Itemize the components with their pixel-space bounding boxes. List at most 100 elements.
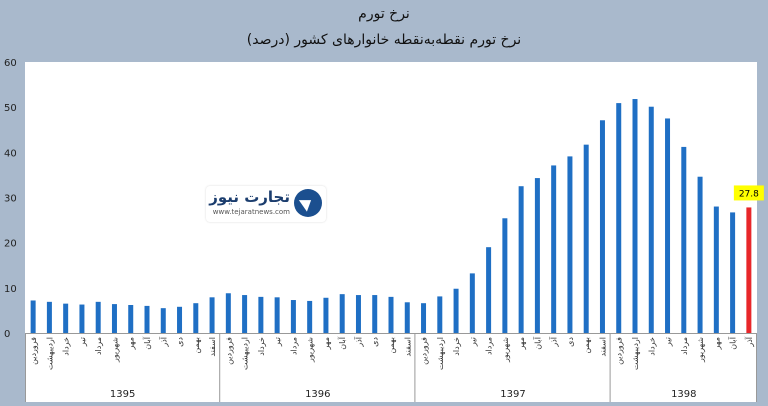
x-tick-label: خرداد [62, 337, 71, 356]
x-tick-label: آبان [728, 336, 738, 350]
year-group-label: 1398 [671, 389, 696, 400]
highlight-data-label: 27.8 [739, 189, 759, 199]
bar [421, 303, 427, 333]
x-tick-label: مهر [517, 337, 526, 350]
x-tick-label: فروردین [224, 337, 233, 365]
x-tick-label: خرداد [647, 337, 656, 356]
bar [453, 288, 459, 333]
bar [339, 294, 345, 333]
chart-subtitle: نرخ تورم نقطه‌به‌نقطه خانوارهای کشور (در… [246, 32, 522, 48]
bar [632, 99, 638, 333]
bar [388, 296, 394, 333]
x-tick-label: تیر [664, 337, 673, 347]
x-tick-label: شهریور [696, 337, 705, 363]
bar [599, 120, 605, 333]
x-tick-label: تیر [468, 337, 477, 347]
x-tick-label: مرداد [680, 337, 689, 355]
bar [177, 306, 183, 333]
x-tick-label: شهریور [110, 337, 119, 363]
x-tick-label: فروردین [29, 337, 38, 365]
year-group-label: 1397 [500, 389, 525, 400]
bar [46, 301, 52, 333]
x-tick-label: دی [566, 337, 575, 347]
chart-title: نرخ تورم [358, 6, 410, 22]
x-tick-label: تیر [273, 337, 282, 347]
logo-url: www.tejaratnews.com [212, 208, 290, 216]
bar [713, 206, 719, 333]
bar [437, 296, 443, 333]
x-tick-label: مهر [322, 337, 331, 350]
y-tick-label: 60 [4, 58, 17, 69]
bar [551, 165, 557, 333]
x-tick-label: بهمن [192, 337, 201, 354]
x-tick-label: فروردین [615, 337, 624, 365]
bar [307, 300, 313, 333]
x-tick-label: آذر [744, 336, 754, 347]
x-tick-label: مرداد [485, 337, 494, 355]
bar [486, 247, 492, 333]
bar [258, 296, 264, 333]
y-tick-label: 40 [4, 148, 17, 159]
x-tick-label: آبان [337, 336, 347, 350]
bar [323, 297, 329, 333]
bar [697, 176, 703, 333]
bar [746, 207, 752, 333]
x-tick-label: خرداد [452, 337, 461, 356]
bar [30, 300, 36, 333]
bar [583, 144, 589, 333]
bar [193, 303, 199, 333]
bar [355, 295, 361, 333]
bar [648, 106, 654, 333]
y-tick-label: 50 [4, 103, 17, 114]
category-axis-area [25, 333, 757, 402]
bar [518, 186, 524, 333]
x-tick-label: خرداد [257, 337, 266, 356]
x-tick-label: اسفند [208, 337, 217, 357]
y-tick-label: 10 [4, 284, 17, 295]
x-tick-label: اردیبهشت [241, 337, 250, 370]
y-tick-label: 0 [4, 329, 10, 340]
bar [730, 212, 736, 333]
year-group-label: 1395 [110, 389, 135, 400]
bar [567, 156, 573, 333]
y-tick-label: 20 [4, 239, 17, 250]
x-tick-label: بهمن [582, 337, 591, 354]
bar [404, 302, 410, 333]
bar [225, 293, 231, 333]
bar [616, 103, 622, 333]
x-tick-label: شهریور [306, 337, 315, 363]
bar [144, 305, 150, 333]
year-group-label: 1396 [305, 389, 330, 400]
x-tick-label: اردیبهشت [45, 337, 54, 370]
bar [79, 304, 85, 333]
x-tick-label: اردیبهشت [436, 337, 445, 370]
x-tick-label: اسفند [598, 337, 607, 357]
bar [160, 308, 166, 333]
bar [63, 303, 69, 333]
bar [469, 273, 475, 333]
x-tick-label: مهر [712, 337, 721, 350]
x-tick-label: دی [176, 337, 185, 347]
x-tick-label: اردیبهشت [631, 337, 640, 370]
bar [372, 295, 378, 333]
bar [242, 295, 248, 333]
bar [681, 146, 687, 333]
plot-area [25, 62, 757, 333]
x-tick-label: مرداد [94, 337, 103, 355]
x-tick-label: مرداد [289, 337, 298, 355]
bar [95, 301, 101, 333]
x-tick-label: آذر [158, 336, 168, 347]
x-tick-label: فروردین [420, 337, 429, 365]
logo-name: تجارت نیوز [209, 188, 290, 206]
bar [665, 118, 671, 333]
bar [128, 304, 134, 333]
x-tick-label: اسفند [403, 337, 412, 357]
x-tick-label: آذر [549, 336, 559, 347]
x-tick-label: شهریور [501, 337, 510, 363]
tejarat-news-logo: تجارت نیوز www.tejaratnews.com [206, 186, 326, 222]
x-tick-label: آبان [142, 336, 152, 350]
x-tick-label: تیر [78, 337, 87, 347]
bar [209, 297, 215, 333]
x-tick-label: بهمن [387, 337, 396, 354]
